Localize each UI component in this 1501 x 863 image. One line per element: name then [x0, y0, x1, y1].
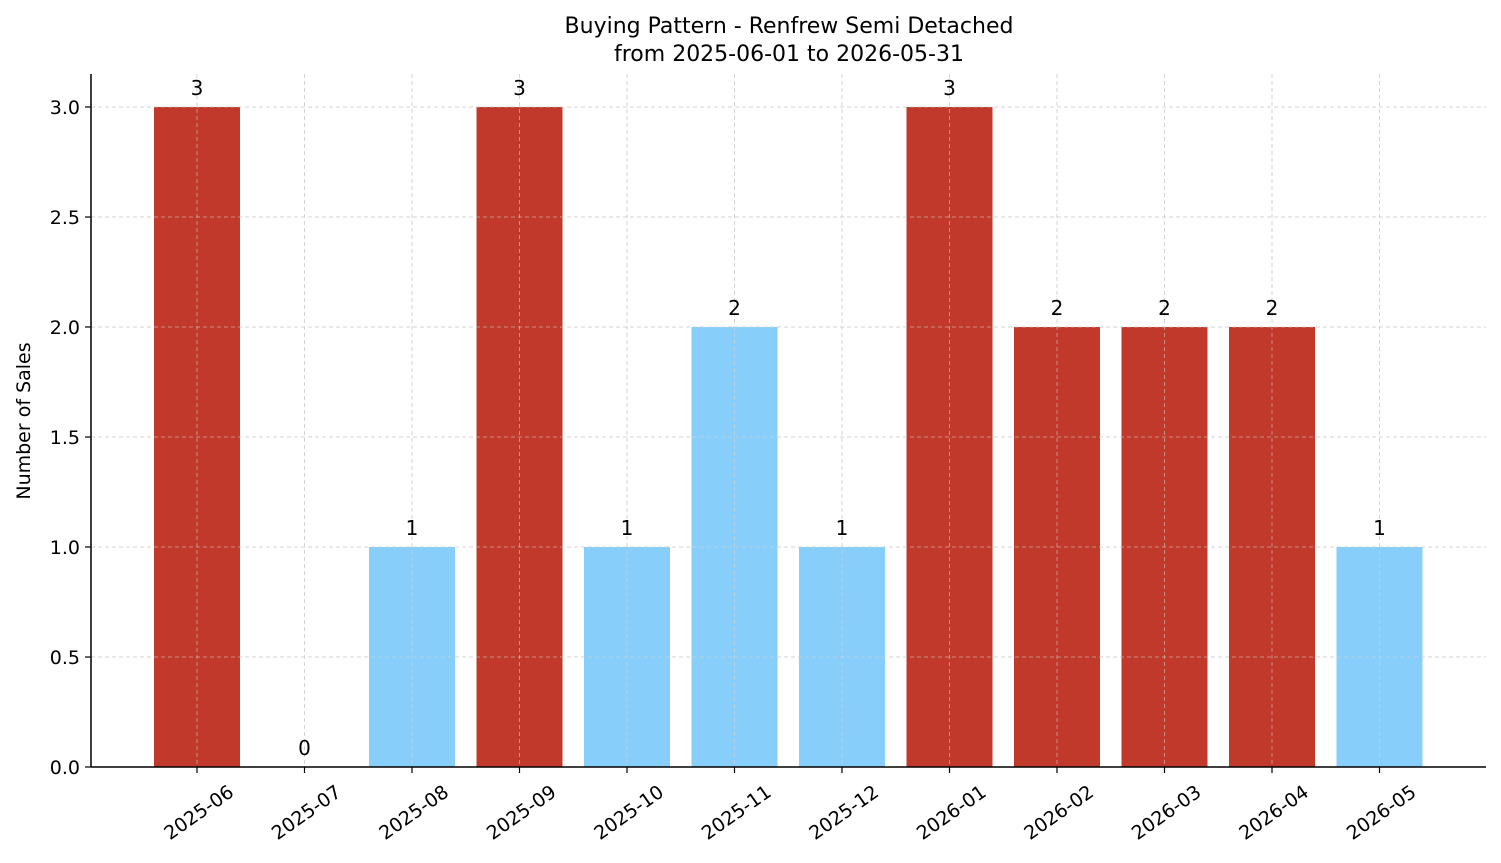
chart-subtitle: from 2025-06-01 to 2026-05-31 — [614, 42, 964, 67]
y-tick-label: 0.5 — [50, 647, 80, 669]
bar-value-label: 0 — [298, 736, 311, 760]
bar-value-label: 1 — [836, 516, 849, 540]
bar-value-label: 2 — [1266, 296, 1279, 320]
bar-value-label: 2 — [728, 296, 741, 320]
y-tick-label: 3.0 — [50, 97, 80, 119]
data-labels: 3 0 1 3 1 2 1 3 2 2 2 1 — [191, 76, 1386, 760]
y-axis-label: Number of Sales — [13, 342, 35, 499]
bar-value-label: 1 — [1373, 516, 1386, 540]
y-tick-label: 1.5 — [50, 427, 80, 449]
bars — [91, 74, 1486, 768]
bar-value-label: 1 — [406, 516, 419, 540]
y-tick-label: 1.0 — [50, 537, 80, 559]
bar-value-label: 1 — [621, 516, 634, 540]
chart-title: Buying Pattern - Renfrew Semi Detached — [565, 14, 1014, 39]
bar-value-label: 3 — [513, 76, 526, 100]
bar-value-label: 3 — [191, 76, 204, 100]
bar-value-label: 2 — [1158, 296, 1171, 320]
y-tick-label: 2.0 — [50, 317, 80, 339]
bar-value-label: 3 — [943, 76, 956, 100]
bar-value-label: 2 — [1051, 296, 1064, 320]
y-tick-label: 2.5 — [50, 207, 80, 229]
y-tick-label: 0.0 — [50, 757, 80, 779]
